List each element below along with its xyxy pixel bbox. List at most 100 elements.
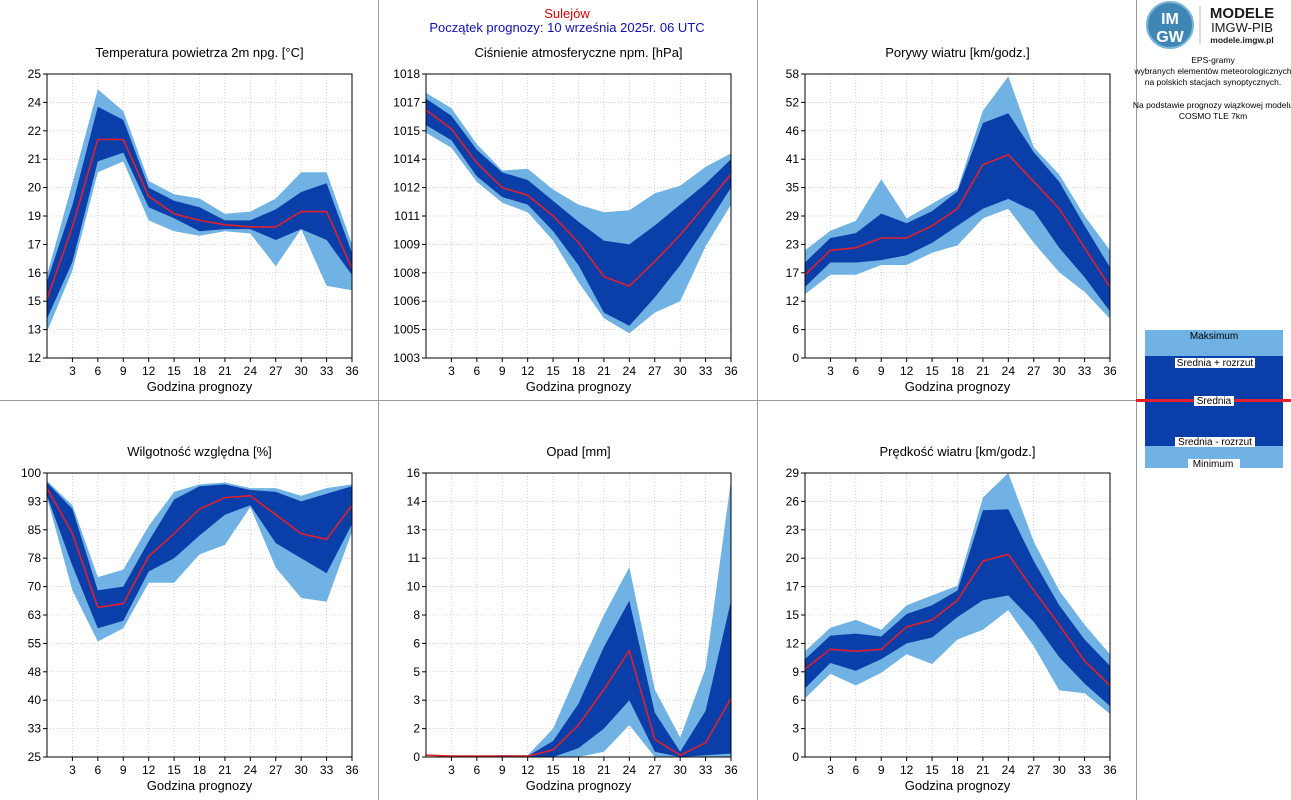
x-tick-label: 24 bbox=[623, 763, 637, 777]
x-tick-label: 18 bbox=[951, 763, 965, 777]
legend-label-box bbox=[1194, 396, 1234, 406]
x-tick-label: 21 bbox=[218, 364, 232, 378]
mean-line bbox=[804, 553, 1111, 687]
x-tick-label: 24 bbox=[244, 364, 258, 378]
x-tick-label: 30 bbox=[294, 763, 308, 777]
x-tick-label: 3 bbox=[827, 763, 834, 777]
x-tick-label: 3 bbox=[827, 364, 834, 378]
x-tick-label: 30 bbox=[1052, 763, 1066, 777]
x-tick-label: 36 bbox=[724, 763, 738, 777]
forecast-start: Początek prognozy: 10 września 2025r. 06… bbox=[429, 20, 704, 35]
x-axis-label: Godzina prognozy bbox=[147, 778, 253, 793]
info-line: COSMO TLE 7km bbox=[1179, 111, 1247, 121]
mean-line bbox=[425, 648, 732, 757]
x-tick-label: 36 bbox=[1103, 763, 1117, 777]
y-tick-label: 22 bbox=[28, 124, 42, 138]
x-tick-label: 27 bbox=[1027, 763, 1041, 777]
y-tick-label: 55 bbox=[28, 636, 42, 650]
x-axis-label: Godzina prognozy bbox=[526, 379, 632, 394]
x-tick-label: 18 bbox=[193, 763, 207, 777]
mean-line bbox=[804, 153, 1111, 288]
legend: Maksimum Średnia + rozrzut Średnia Średn… bbox=[1136, 330, 1291, 470]
chart-panel: 3 6 9 12 15 18 21 24 27 30 33 361213151617192021222… bbox=[28, 45, 359, 394]
x-tick-label: 3 bbox=[69, 763, 76, 777]
y-tick-label: 63 bbox=[28, 608, 42, 622]
y-tick-label: 29 bbox=[786, 209, 800, 223]
y-tick-label: 1008 bbox=[393, 266, 420, 280]
x-tick-label: 36 bbox=[345, 763, 359, 777]
y-tick-label: 100 bbox=[21, 466, 41, 480]
x-tick-label: 12 bbox=[142, 364, 156, 378]
x-tick-label: 18 bbox=[951, 364, 965, 378]
x-tick-label: 3 bbox=[448, 763, 455, 777]
band-spread bbox=[47, 106, 352, 319]
chart-panel: 3 6 9 12 15 18 21 24 27 30 33 360612172329354146525… bbox=[786, 45, 1117, 394]
y-tick-label: 46 bbox=[786, 124, 800, 138]
x-tick-label: 15 bbox=[167, 364, 181, 378]
x-tick-label: 33 bbox=[1078, 364, 1092, 378]
y-tick-label: 17 bbox=[786, 266, 800, 280]
y-tick-label: 6 bbox=[792, 693, 799, 707]
info-text: EPS-gramy wybranych elementów meteorolog… bbox=[1133, 55, 1291, 121]
band-spread bbox=[426, 600, 731, 757]
y-tick-label: 78 bbox=[28, 551, 42, 565]
x-tick-label: 15 bbox=[925, 364, 939, 378]
x-tick-label: 6 bbox=[852, 364, 859, 378]
x-tick-label: 27 bbox=[648, 763, 662, 777]
x-tick-label: 3 bbox=[448, 364, 455, 378]
x-tick-label: 9 bbox=[499, 763, 506, 777]
x-tick-label: 15 bbox=[925, 763, 939, 777]
legend-mean-minus: Średnia - rozrzut bbox=[1178, 435, 1252, 448]
brand-block: IM GW MODELE IMGW-PIB modele.imgw.pl bbox=[1146, 1, 1274, 49]
x-tick-label: 15 bbox=[546, 364, 560, 378]
y-tick-label: 33 bbox=[28, 722, 42, 736]
mean-line bbox=[46, 487, 353, 609]
x-tick-label: 27 bbox=[269, 763, 283, 777]
y-tick-label: 1006 bbox=[393, 294, 420, 308]
x-tick-label: 21 bbox=[597, 763, 611, 777]
logo-letters-bottom: GW bbox=[1156, 29, 1184, 46]
y-tick-label: 2 bbox=[413, 722, 420, 736]
y-tick-label: 12 bbox=[28, 351, 42, 365]
x-tick-label: 12 bbox=[142, 763, 156, 777]
y-tick-label: 16 bbox=[28, 266, 42, 280]
y-tick-label: 3 bbox=[413, 693, 420, 707]
x-tick-label: 9 bbox=[878, 763, 885, 777]
x-tick-label: 27 bbox=[269, 364, 283, 378]
x-tick-label: 21 bbox=[597, 364, 611, 378]
y-tick-label: 15 bbox=[28, 294, 42, 308]
y-tick-label: 29 bbox=[786, 466, 800, 480]
y-tick-label: 0 bbox=[792, 351, 799, 365]
y-tick-label: 9 bbox=[792, 665, 799, 679]
legend-label-box bbox=[1185, 331, 1243, 341]
x-axis-label: Godzina prognozy bbox=[905, 379, 1011, 394]
y-tick-label: 41 bbox=[786, 152, 800, 166]
info-line: na polskich stacjach synoptycznych. bbox=[1145, 77, 1282, 87]
x-tick-label: 9 bbox=[499, 364, 506, 378]
y-tick-label: 21 bbox=[28, 152, 42, 166]
station-name: Sulejów bbox=[544, 6, 590, 21]
y-tick-label: 1018 bbox=[393, 67, 420, 81]
x-tick-label: 3 bbox=[69, 364, 76, 378]
x-tick-label: 33 bbox=[699, 364, 713, 378]
x-tick-label: 24 bbox=[623, 364, 637, 378]
chart-title: Opad [mm] bbox=[546, 444, 610, 459]
chart-panel: 3 6 9 12 15 18 21 24 27 30 33 360235681011131416Opa… bbox=[407, 444, 738, 793]
logo-letters-top: IM bbox=[1161, 11, 1179, 28]
y-tick-label: 3 bbox=[792, 722, 799, 736]
x-tick-label: 21 bbox=[976, 364, 990, 378]
mean-line bbox=[425, 109, 732, 288]
y-tick-label: 20 bbox=[786, 551, 800, 565]
y-tick-label: 20 bbox=[28, 181, 42, 195]
y-tick-label: 23 bbox=[786, 523, 800, 537]
x-tick-label: 6 bbox=[473, 364, 480, 378]
x-tick-label: 6 bbox=[94, 364, 101, 378]
band-spread bbox=[47, 482, 352, 629]
band-spread bbox=[426, 98, 731, 326]
x-tick-label: 33 bbox=[320, 364, 334, 378]
chart-title: Temperatura powietrza 2m npg. [°C] bbox=[95, 45, 303, 60]
y-tick-label: 35 bbox=[786, 181, 800, 195]
y-tick-label: 14 bbox=[407, 494, 421, 508]
brand-name: MODELE bbox=[1210, 5, 1274, 22]
y-tick-label: 5 bbox=[413, 665, 420, 679]
